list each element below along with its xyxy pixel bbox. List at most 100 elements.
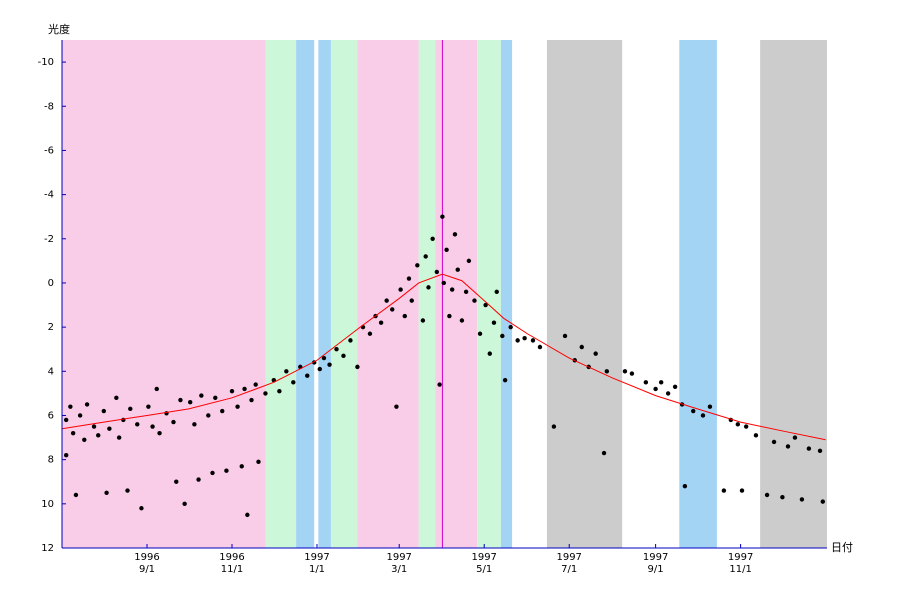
point [530, 338, 536, 343]
point [398, 287, 403, 292]
point [139, 506, 144, 511]
point [643, 380, 649, 385]
x-tick-label: 1996 9/1 [134, 552, 160, 575]
y-tick-label: 4 [48, 366, 54, 377]
point [178, 397, 183, 403]
point [206, 413, 211, 418]
point [682, 483, 688, 489]
point [305, 373, 310, 378]
band [265, 40, 297, 548]
point [579, 344, 584, 350]
x-axis-title: 日付 [831, 541, 853, 554]
point [73, 492, 79, 498]
point [707, 404, 713, 409]
point [235, 404, 240, 409]
band [296, 40, 315, 548]
band [318, 40, 331, 548]
point [390, 307, 395, 312]
point [174, 479, 179, 484]
x-tick-label: 1997 11/1 [727, 552, 754, 575]
point [434, 269, 440, 275]
point [739, 488, 745, 493]
point [121, 417, 126, 423]
point [77, 413, 83, 418]
point [384, 298, 389, 303]
point [229, 388, 235, 394]
y-tick-label: 8 [48, 455, 54, 466]
y-tick-label: 2 [48, 322, 54, 333]
x-tick-label: 1997 9/1 [642, 552, 669, 575]
x-tick-label: 1997 5/1 [471, 552, 497, 575]
point [68, 404, 73, 409]
point [334, 347, 339, 352]
point [622, 369, 628, 374]
point [459, 318, 465, 323]
band [546, 40, 623, 548]
point [317, 366, 322, 372]
point [182, 501, 187, 507]
point [242, 386, 247, 392]
point [653, 386, 658, 392]
point [494, 289, 499, 294]
point [508, 324, 513, 330]
point [321, 355, 327, 361]
point [135, 422, 140, 427]
point [426, 285, 431, 290]
band [357, 40, 419, 548]
point [721, 488, 727, 493]
y-tick-label: -4 [44, 190, 54, 201]
point [196, 477, 201, 482]
point [116, 435, 122, 440]
point [604, 369, 610, 374]
band [62, 40, 266, 548]
point [91, 424, 97, 429]
point [291, 380, 296, 385]
y-tick-label: -10 [38, 57, 54, 68]
point [658, 380, 664, 385]
point [820, 499, 826, 504]
x-tick-label: 1996 11/1 [219, 552, 245, 575]
point [82, 437, 87, 442]
point [601, 450, 607, 456]
point [562, 333, 568, 339]
band [435, 40, 478, 548]
point [691, 408, 696, 414]
point [440, 214, 445, 219]
point [249, 397, 254, 403]
point [101, 408, 107, 414]
point [239, 464, 244, 469]
point [157, 430, 162, 436]
point [420, 318, 426, 323]
point [107, 426, 112, 431]
point [593, 351, 598, 356]
band [760, 40, 827, 548]
point [284, 369, 289, 374]
y-tick-label: 0 [48, 278, 54, 289]
point [277, 388, 282, 394]
point [415, 263, 420, 268]
y-tick-label: 12 [41, 543, 54, 554]
point [125, 488, 130, 493]
point [187, 400, 193, 405]
point [764, 492, 770, 498]
point [477, 331, 483, 336]
point [104, 490, 109, 495]
band [477, 40, 501, 548]
point [491, 320, 497, 325]
point [483, 302, 488, 308]
point [63, 453, 69, 458]
point [96, 433, 101, 438]
point [551, 424, 557, 429]
point [63, 417, 69, 423]
point [537, 344, 543, 350]
point [341, 353, 346, 359]
y-tick-label: -6 [44, 145, 54, 156]
band [418, 40, 436, 548]
point [327, 362, 332, 367]
point [487, 351, 492, 356]
point [256, 459, 261, 465]
y-tick-label: -2 [44, 234, 54, 245]
point [402, 313, 407, 319]
point [672, 384, 678, 389]
